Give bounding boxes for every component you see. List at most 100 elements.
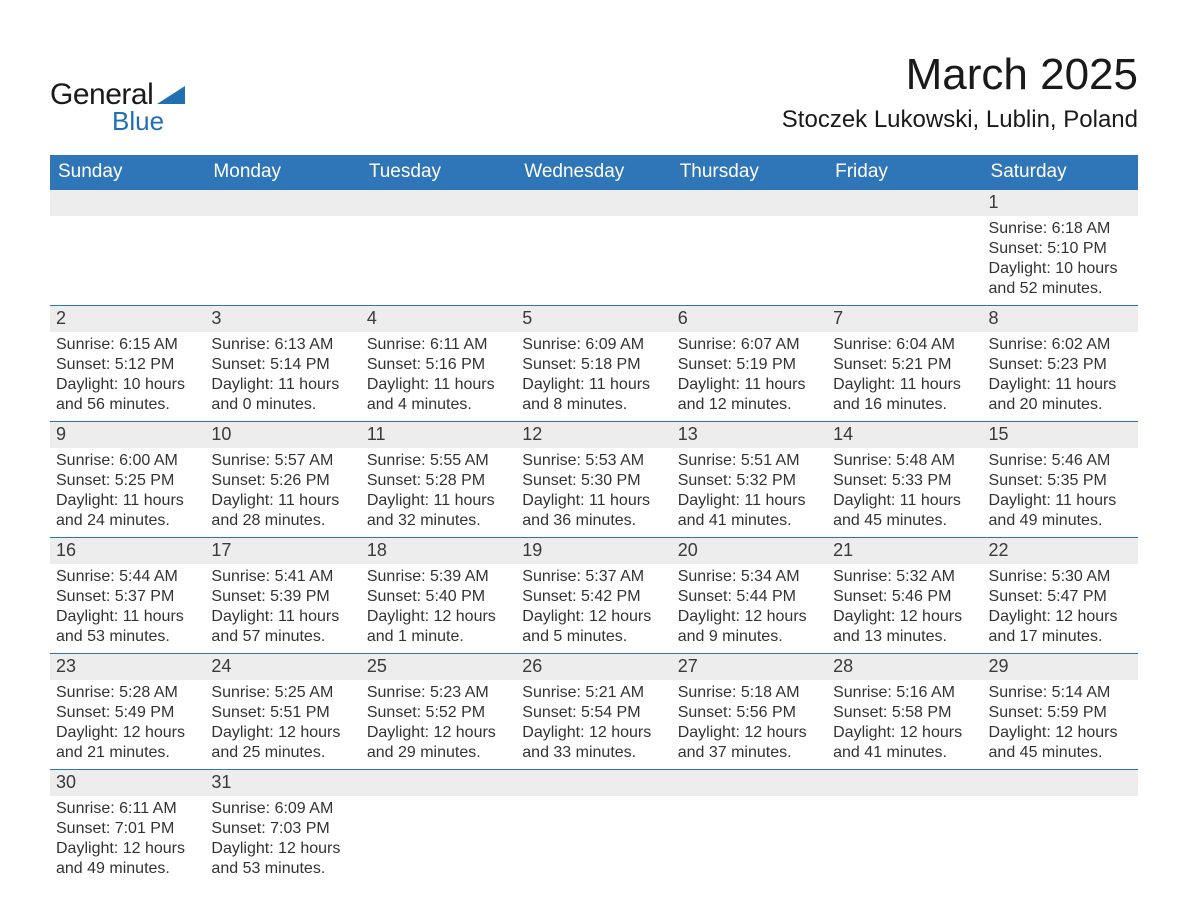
calendar-day: 28Sunrise: 5:16 AMSunset: 5:58 PMDayligh… [827, 654, 982, 769]
day-details: Sunrise: 5:25 AMSunset: 5:51 PMDaylight:… [205, 680, 360, 765]
sunrise-text: Sunrise: 5:18 AM [678, 683, 821, 703]
calendar-day [827, 770, 982, 885]
sunrise-text: Sunrise: 6:13 AM [211, 335, 354, 355]
day-number [361, 190, 516, 216]
calendar-day: 2Sunrise: 6:15 AMSunset: 5:12 PMDaylight… [50, 306, 205, 421]
calendar-week: 1Sunrise: 6:18 AMSunset: 5:10 PMDaylight… [50, 190, 1138, 306]
day-details: Sunrise: 5:28 AMSunset: 5:49 PMDaylight:… [50, 680, 205, 765]
daylight-text: Daylight: 10 hours and 52 minutes. [989, 259, 1132, 299]
sunset-text: Sunset: 5:32 PM [678, 471, 821, 491]
weekday-header: Sunday [50, 155, 205, 190]
day-number: 7 [827, 306, 982, 332]
day-details: Sunrise: 5:37 AMSunset: 5:42 PMDaylight:… [516, 564, 671, 649]
day-number: 14 [827, 422, 982, 448]
daylight-text: Daylight: 12 hours and 1 minute. [367, 607, 510, 647]
calendar-day: 23Sunrise: 5:28 AMSunset: 5:49 PMDayligh… [50, 654, 205, 769]
day-number: 5 [516, 306, 671, 332]
sunrise-text: Sunrise: 5:25 AM [211, 683, 354, 703]
sunset-text: Sunset: 5:59 PM [989, 703, 1132, 723]
calendar-week: 23Sunrise: 5:28 AMSunset: 5:49 PMDayligh… [50, 654, 1138, 770]
calendar-day: 31Sunrise: 6:09 AMSunset: 7:03 PMDayligh… [205, 770, 360, 885]
calendar-day: 27Sunrise: 5:18 AMSunset: 5:56 PMDayligh… [672, 654, 827, 769]
sunset-text: Sunset: 5:51 PM [211, 703, 354, 723]
calendar-day [672, 190, 827, 305]
sunrise-text: Sunrise: 6:18 AM [989, 219, 1132, 239]
day-details: Sunrise: 5:16 AMSunset: 5:58 PMDaylight:… [827, 680, 982, 765]
day-number: 23 [50, 654, 205, 680]
day-details: Sunrise: 5:48 AMSunset: 5:33 PMDaylight:… [827, 448, 982, 533]
day-details: Sunrise: 5:53 AMSunset: 5:30 PMDaylight:… [516, 448, 671, 533]
weekday-header-row: Sunday Monday Tuesday Wednesday Thursday… [50, 155, 1138, 190]
sunset-text: Sunset: 5:25 PM [56, 471, 199, 491]
day-number [827, 190, 982, 216]
daylight-text: Daylight: 10 hours and 56 minutes. [56, 375, 199, 415]
calendar-day: 19Sunrise: 5:37 AMSunset: 5:42 PMDayligh… [516, 538, 671, 653]
day-number: 24 [205, 654, 360, 680]
logo: General Blue [50, 50, 185, 137]
calendar-day: 10Sunrise: 5:57 AMSunset: 5:26 PMDayligh… [205, 422, 360, 537]
daylight-text: Daylight: 11 hours and 49 minutes. [989, 491, 1132, 531]
calendar-day: 21Sunrise: 5:32 AMSunset: 5:46 PMDayligh… [827, 538, 982, 653]
calendar-day [205, 190, 360, 305]
day-details: Sunrise: 5:39 AMSunset: 5:40 PMDaylight:… [361, 564, 516, 649]
day-number: 12 [516, 422, 671, 448]
daylight-text: Daylight: 12 hours and 33 minutes. [522, 723, 665, 763]
day-number: 15 [983, 422, 1138, 448]
sunrise-text: Sunrise: 6:02 AM [989, 335, 1132, 355]
day-number: 2 [50, 306, 205, 332]
sunset-text: Sunset: 5:44 PM [678, 587, 821, 607]
day-details: Sunrise: 6:04 AMSunset: 5:21 PMDaylight:… [827, 332, 982, 417]
daylight-text: Daylight: 11 hours and 12 minutes. [678, 375, 821, 415]
calendar-day [50, 190, 205, 305]
sunrise-text: Sunrise: 5:32 AM [833, 567, 976, 587]
calendar-day: 5Sunrise: 6:09 AMSunset: 5:18 PMDaylight… [516, 306, 671, 421]
calendar-day: 26Sunrise: 5:21 AMSunset: 5:54 PMDayligh… [516, 654, 671, 769]
weekday-header: Friday [827, 155, 982, 190]
daylight-text: Daylight: 11 hours and 53 minutes. [56, 607, 199, 647]
day-number: 4 [361, 306, 516, 332]
day-number: 10 [205, 422, 360, 448]
sunset-text: Sunset: 5:54 PM [522, 703, 665, 723]
calendar-day: 9Sunrise: 6:00 AMSunset: 5:25 PMDaylight… [50, 422, 205, 537]
daylight-text: Daylight: 11 hours and 0 minutes. [211, 375, 354, 415]
weekday-header: Tuesday [361, 155, 516, 190]
daylight-text: Daylight: 12 hours and 41 minutes. [833, 723, 976, 763]
sunrise-text: Sunrise: 5:39 AM [367, 567, 510, 587]
calendar-day: 18Sunrise: 5:39 AMSunset: 5:40 PMDayligh… [361, 538, 516, 653]
day-details: Sunrise: 5:57 AMSunset: 5:26 PMDaylight:… [205, 448, 360, 533]
calendar-day: 24Sunrise: 5:25 AMSunset: 5:51 PMDayligh… [205, 654, 360, 769]
sunset-text: Sunset: 5:35 PM [989, 471, 1132, 491]
day-number [516, 190, 671, 216]
day-number [672, 190, 827, 216]
day-details: Sunrise: 5:23 AMSunset: 5:52 PMDaylight:… [361, 680, 516, 765]
day-details: Sunrise: 5:30 AMSunset: 5:47 PMDaylight:… [983, 564, 1138, 649]
sunset-text: Sunset: 5:19 PM [678, 355, 821, 375]
day-number: 6 [672, 306, 827, 332]
sunset-text: Sunset: 5:21 PM [833, 355, 976, 375]
day-details: Sunrise: 6:11 AMSunset: 7:01 PMDaylight:… [50, 796, 205, 881]
daylight-text: Daylight: 11 hours and 45 minutes. [833, 491, 976, 531]
day-number: 17 [205, 538, 360, 564]
sunset-text: Sunset: 5:18 PM [522, 355, 665, 375]
calendar-day [361, 190, 516, 305]
sunrise-text: Sunrise: 6:04 AM [833, 335, 976, 355]
day-number: 29 [983, 654, 1138, 680]
calendar-week: 30Sunrise: 6:11 AMSunset: 7:01 PMDayligh… [50, 770, 1138, 885]
calendar-day: 1Sunrise: 6:18 AMSunset: 5:10 PMDaylight… [983, 190, 1138, 305]
day-number: 26 [516, 654, 671, 680]
sunrise-text: Sunrise: 5:30 AM [989, 567, 1132, 587]
day-number: 22 [983, 538, 1138, 564]
sunrise-text: Sunrise: 5:28 AM [56, 683, 199, 703]
day-number: 30 [50, 770, 205, 796]
sunrise-text: Sunrise: 6:09 AM [211, 799, 354, 819]
day-details: Sunrise: 6:07 AMSunset: 5:19 PMDaylight:… [672, 332, 827, 417]
sunrise-text: Sunrise: 5:53 AM [522, 451, 665, 471]
calendar-day: 16Sunrise: 5:44 AMSunset: 5:37 PMDayligh… [50, 538, 205, 653]
day-details: Sunrise: 5:46 AMSunset: 5:35 PMDaylight:… [983, 448, 1138, 533]
day-number [361, 770, 516, 796]
calendar-day: 12Sunrise: 5:53 AMSunset: 5:30 PMDayligh… [516, 422, 671, 537]
calendar-day: 15Sunrise: 5:46 AMSunset: 5:35 PMDayligh… [983, 422, 1138, 537]
sunrise-text: Sunrise: 5:51 AM [678, 451, 821, 471]
calendar-day: 8Sunrise: 6:02 AMSunset: 5:23 PMDaylight… [983, 306, 1138, 421]
daylight-text: Daylight: 12 hours and 5 minutes. [522, 607, 665, 647]
